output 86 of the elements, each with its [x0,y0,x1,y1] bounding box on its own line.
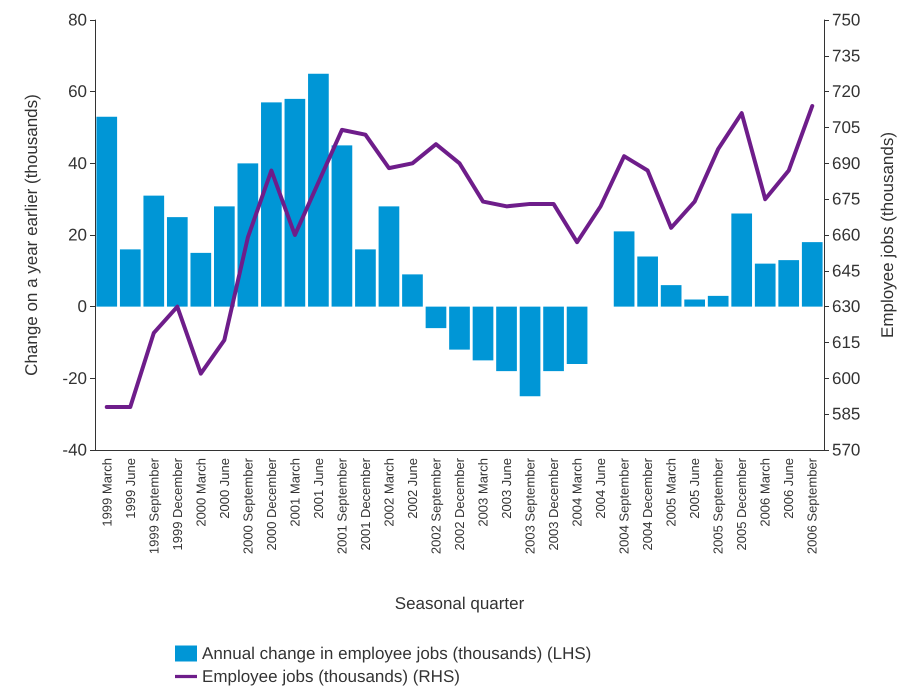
x-tick-label: 2006 March [758,458,773,527]
x-tick-label: 2000 September [240,457,256,554]
x-tick-label: 2005 June [687,458,702,519]
y2-axis-title: Employee jobs (thousands) [878,132,897,338]
x-tick-label: 2000 December [264,457,279,550]
x-tick-label: 2004 September [616,457,632,554]
bar [449,306,470,350]
x-tick-label: 2002 December [452,457,467,550]
y2-tick-label: 600 [832,368,860,388]
x-tick-label: 2001 September [334,457,350,554]
y-tick-label: 80 [68,10,87,30]
bar [496,306,517,372]
y-tick-label: 40 [68,154,87,173]
x-tick-label: 2002 March [381,458,396,527]
bar [660,285,682,307]
y2-tick-label: 690 [832,154,860,173]
x-tick-label: 2006 September [804,457,820,554]
x-tick-label: 2004 December [640,457,656,550]
y2-tick-label: 705 [832,118,860,137]
x-tick-label: 2000 June [216,458,232,519]
x-tick-label: 2005 September [710,457,726,554]
y2-tick-label: 585 [832,404,860,424]
bar [731,214,752,307]
legend-label: Annual change in employee jobs (thousands) (LHS) [202,644,592,663]
x-tick-label: 1999 June [122,458,138,519]
bar [402,274,423,307]
bar [332,145,352,307]
bar [214,206,235,307]
y-tick-label: -20 [62,368,87,388]
x-tick-label: 2005 December [734,457,750,550]
y2-tick-label: 720 [832,82,860,102]
line-series [104,104,814,409]
bar [708,296,729,307]
y2-tick-label: 675 [832,190,860,209]
x-tick-label: 2006 June [781,458,796,519]
x-tick-label: 2002 June [404,458,420,519]
bar [261,102,282,307]
legend-label: Employee jobs (thousands) (RHS) [202,667,460,686]
bar [543,306,564,372]
bar [166,217,188,307]
y2-tick-label: 630 [832,297,860,316]
bar [284,98,306,307]
bar [802,242,823,307]
bar [96,116,118,307]
x-tick-label: 1999 December [170,457,185,550]
x-tick-label: 1999 September [146,457,162,554]
y-tick-label: 20 [68,226,87,244]
y-axis-title: Change on a year earlier (thousands) [22,94,41,376]
bar [520,306,540,396]
bar [426,306,446,328]
bar [120,249,141,307]
y2-tick-label: 660 [832,226,860,244]
y2-tick-label: 645 [832,261,860,280]
y2-tick-label: 750 [832,10,860,30]
x-tick-label: 2001 December [358,457,373,550]
y-tick-label: -40 [62,440,87,460]
bar [472,306,494,360]
bar [778,260,800,307]
x-tick-label: 2001 June [310,458,326,519]
bar [566,306,588,364]
bar [614,231,634,307]
x-tick-label: 2003 June [499,458,514,519]
bar [378,206,400,307]
bar [308,74,329,307]
x-tick-label: 2003 September [522,457,538,554]
x-tick-label: 1999 March [99,458,114,527]
bar [637,256,658,307]
bar [143,196,164,307]
y2-tick-label: 570 [832,440,860,460]
x-tick-label: 2000 March [193,458,208,527]
x-tick-label: 2003 March [476,458,491,527]
y2-tick-label: 615 [832,333,860,352]
y2-tick-label: 735 [832,46,860,66]
x-axis-title: Seasonal quarter [394,594,525,613]
bar [754,264,776,307]
bar [355,249,376,307]
x-tick-label: 2001 March [287,458,302,527]
bar [190,252,212,307]
x-tick-label: 2004 March [570,458,585,527]
bar [684,300,706,307]
x-tick-label: 2003 December [546,457,562,550]
x-tick-label: 2005 March [664,458,679,527]
x-tick-label: 2004 June [593,458,608,519]
y-tick-label: 0 [78,297,87,316]
y-tick-label: 60 [68,82,87,102]
x-tick-label: 2002 September [428,457,444,554]
